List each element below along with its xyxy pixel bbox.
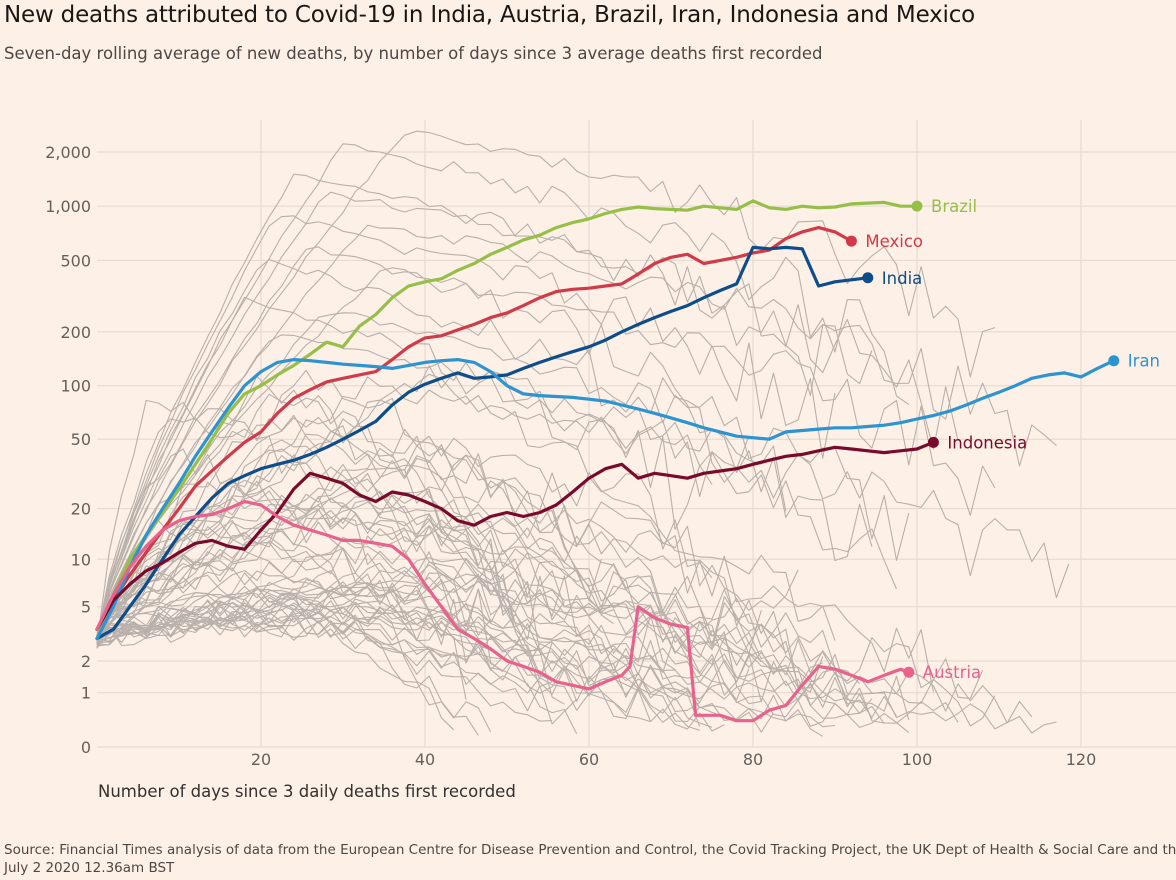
comparison-line: [96, 428, 836, 642]
series-line-brazil: [95, 199, 919, 641]
comparison-line: [96, 605, 774, 733]
x-tick-label: 40: [415, 750, 435, 769]
y-tick-label: 2: [81, 652, 91, 671]
y-tick-label: 500: [60, 251, 91, 270]
comparison-line: [96, 130, 996, 637]
comparison-line: [96, 557, 873, 719]
timestamp: July 2 2020 12.36am BST: [4, 860, 175, 876]
x-tick-label: 100: [902, 750, 933, 769]
y-tick-label: 1,000: [45, 197, 91, 216]
y-tick-label: 0: [81, 738, 91, 757]
series-label-mexico: Mexico: [865, 232, 923, 251]
series-line-iran: [95, 358, 1116, 641]
series-endpoint-iran: [1108, 355, 1120, 367]
comparison-line: [96, 496, 824, 693]
comparison-line: [96, 610, 492, 733]
comparison-line: [96, 600, 1057, 734]
series-line-austria: [95, 499, 911, 723]
series-endpoint-indonesia: [927, 436, 939, 448]
series-line-india: [95, 245, 870, 641]
y-tick-label: 20: [71, 500, 91, 519]
comparison-country-lines: [96, 130, 1070, 737]
chart-title: New deaths attributed to Covid-19 in Ind…: [4, 2, 976, 28]
y-tick-label: 1: [81, 684, 91, 703]
comparison-line: [96, 570, 885, 724]
x-tick-label: 120: [1066, 750, 1097, 769]
comparison-line: [96, 191, 959, 641]
series-line-mexico: [95, 226, 853, 631]
comparison-line: [96, 604, 479, 736]
comparison-line: [96, 376, 1070, 649]
y-tick-label: 200: [60, 323, 91, 342]
y-tick-label: 100: [60, 377, 91, 396]
y-tick-label: 50: [71, 430, 91, 449]
comparison-line: [96, 224, 1057, 638]
series-endpoint-mexico: [845, 235, 857, 247]
comparison-line: [96, 504, 762, 666]
series-label-indonesia: Indonesia: [947, 433, 1027, 452]
comparison-line: [96, 267, 996, 638]
comparison-line: [96, 574, 578, 725]
series-label-iran: Iran: [1128, 352, 1160, 371]
series-label-india: India: [882, 269, 923, 288]
series-label-brazil: Brazil: [931, 197, 977, 216]
comparison-line: [96, 550, 701, 727]
series-label-austria: Austria: [923, 663, 981, 682]
source-text: Source: Financial Times analysis of data…: [4, 842, 1176, 858]
comparison-line: [96, 512, 750, 701]
series-line-indonesia: [95, 440, 935, 631]
x-tick-label: 80: [743, 750, 763, 769]
x-tick-label: 60: [579, 750, 599, 769]
comparison-line: [96, 596, 725, 723]
line-chart: Brazil Mexico India Iran Indonesia Austria 0 1…: [45, 120, 1176, 801]
comparison-line: [96, 246, 787, 641]
series-endpoint-india: [862, 272, 874, 284]
comparison-line: [96, 365, 898, 641]
comparison-line: [96, 334, 873, 639]
comparison-line: [96, 455, 492, 645]
x-tick-label: 20: [251, 750, 271, 769]
comparison-line: [96, 312, 910, 641]
x-axis-label: Number of days since 3 daily deaths firs…: [98, 782, 516, 801]
axis-ticks: 0 1 2 5 10 20 50 100 200 500 1,000 2,000 20 40 60 80 100…: [45, 143, 1096, 769]
comparison-line: [96, 487, 823, 689]
y-tick-label: 2,000: [45, 143, 91, 162]
series-endpoint-austria: [903, 666, 915, 678]
y-tick-label: 10: [71, 550, 91, 569]
series-endpoint-brazil: [911, 200, 923, 212]
comparison-line: [96, 258, 750, 637]
comparison-line: [96, 369, 602, 638]
source-note: Source: Financial Times analysis of data…: [4, 841, 1176, 877]
comparison-line: [96, 173, 873, 640]
comparison-line: [96, 445, 787, 655]
chart-subtitle: Seven-day rolling average of new deaths,…: [4, 44, 823, 63]
comparison-line: [96, 605, 700, 731]
comparison-line: [96, 478, 676, 671]
comparison-line: [96, 444, 516, 648]
comparison-line: [96, 561, 565, 705]
highlighted-series: Brazil Mexico India Iran Indonesia Austria: [95, 197, 1160, 723]
y-tick-label: 5: [81, 598, 91, 617]
comparison-line: [96, 572, 700, 713]
